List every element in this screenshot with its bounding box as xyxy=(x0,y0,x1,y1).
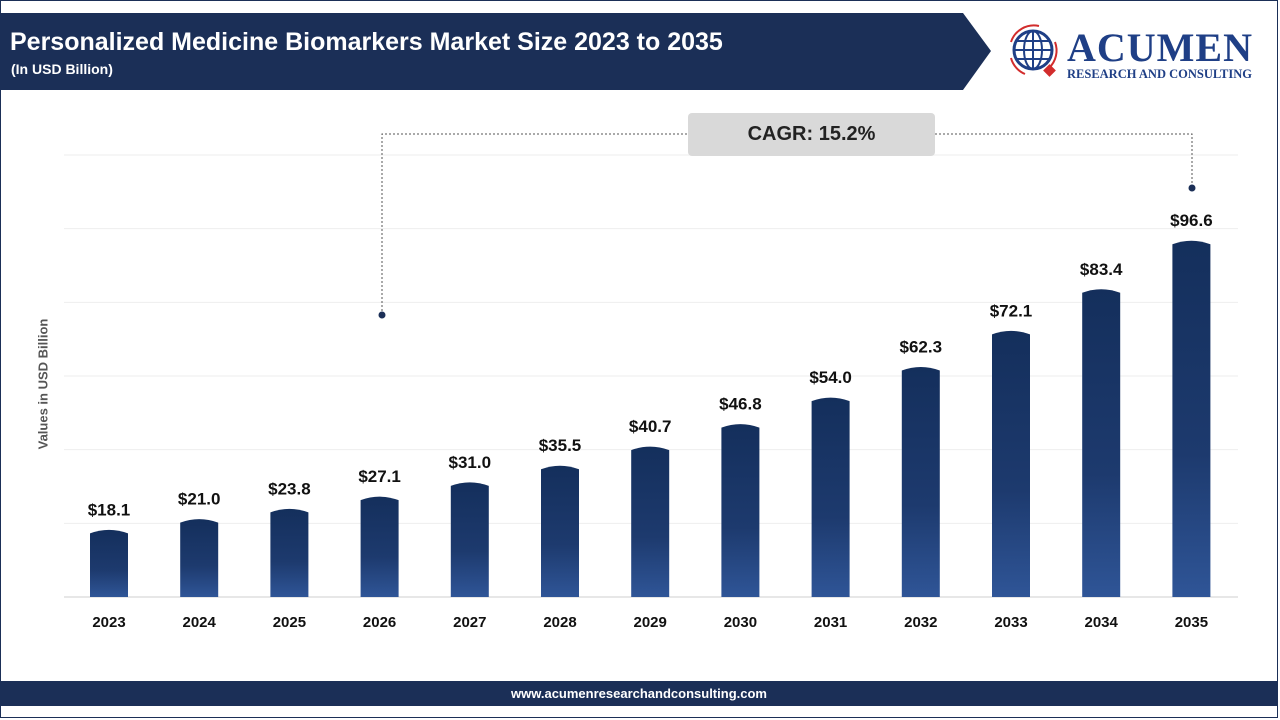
globe-icon xyxy=(1010,24,1058,77)
data-label: $27.1 xyxy=(358,467,401,486)
x-tick-label: 2035 xyxy=(1175,614,1208,631)
x-tick-label: 2027 xyxy=(453,614,486,631)
x-tick-label: 2025 xyxy=(273,614,306,631)
bar-2035 xyxy=(1172,240,1211,597)
data-label: $83.4 xyxy=(1080,260,1123,279)
data-label: $96.6 xyxy=(1170,211,1213,230)
bar-2027 xyxy=(450,482,489,597)
bar-2025 xyxy=(270,508,309,597)
data-label: $72.1 xyxy=(990,301,1033,320)
x-tick-label: 2032 xyxy=(904,614,937,631)
x-tick-label: 2033 xyxy=(994,614,1027,631)
title-banner xyxy=(1,13,991,90)
data-label: $18.1 xyxy=(88,500,131,519)
bar-2033 xyxy=(992,330,1030,597)
bar-2034 xyxy=(1082,289,1121,597)
cagr-annotation: CAGR: 15.2% xyxy=(688,113,935,156)
data-label: $21.0 xyxy=(178,490,221,509)
bar-2031 xyxy=(811,397,850,597)
bar-2032 xyxy=(901,367,940,597)
data-label: $31.0 xyxy=(449,453,492,472)
bar-2030 xyxy=(721,424,760,597)
x-tick-label: 2028 xyxy=(543,614,576,631)
data-label: $35.5 xyxy=(539,436,582,455)
x-tick-label: 2026 xyxy=(363,614,396,631)
cagr-connector xyxy=(381,133,688,315)
x-tick-label: 2030 xyxy=(724,614,757,631)
bar-2029 xyxy=(631,446,670,597)
acumen-logo: ACUMEN RESEARCH AND CONSULTING xyxy=(1005,22,1265,82)
bar-2028 xyxy=(541,465,579,597)
chart-subtitle: (In USD Billion) xyxy=(11,61,113,77)
cagr-connector xyxy=(935,133,1193,188)
x-tick-label: 2034 xyxy=(1085,614,1119,631)
footer-url: www.acumenresearchandconsulting.com xyxy=(1,681,1277,706)
cagr-start-dot xyxy=(378,311,386,319)
cagr-end-dot xyxy=(1188,184,1196,192)
x-tick-label: 2029 xyxy=(634,614,667,631)
data-label: $23.8 xyxy=(268,479,311,498)
bar-2026 xyxy=(360,496,399,597)
x-tick-label: 2031 xyxy=(814,614,847,631)
logo-tagline: RESEARCH AND CONSULTING xyxy=(1067,67,1252,81)
banner-shape xyxy=(1,13,991,90)
bar-2023 xyxy=(90,529,128,597)
data-label: $46.8 xyxy=(719,395,762,414)
data-label: $54.0 xyxy=(809,368,852,387)
data-label: $62.3 xyxy=(900,338,943,357)
chart-title: Personalized Medicine Biomarkers Market … xyxy=(10,28,723,56)
bar-2024 xyxy=(180,519,219,597)
x-tick-label: 2024 xyxy=(183,614,217,631)
x-tick-label: 2023 xyxy=(92,614,125,631)
logo-wordmark: ACUMEN xyxy=(1067,25,1253,70)
data-label: $40.7 xyxy=(629,417,672,436)
